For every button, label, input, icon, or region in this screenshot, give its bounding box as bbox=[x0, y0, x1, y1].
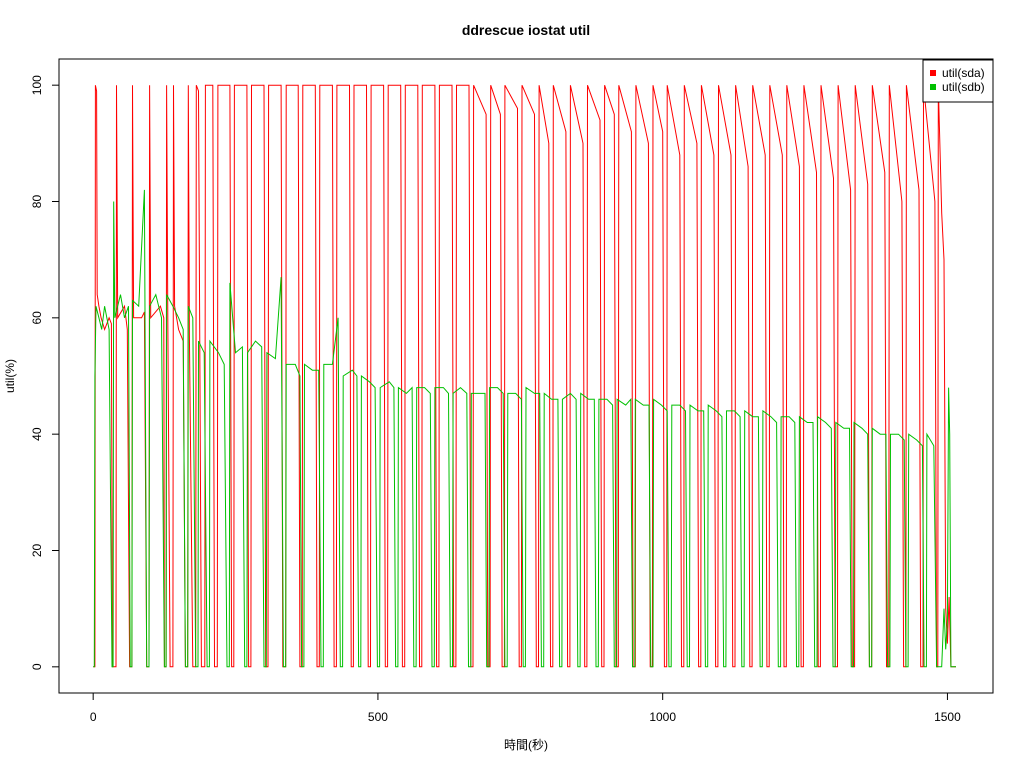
chart-title: ddrescue iostat util bbox=[462, 22, 590, 38]
x-axis-label: 時間(秒) bbox=[504, 738, 548, 752]
y-tick-label: 100 bbox=[30, 75, 44, 95]
legend: util(sda) util(sdb) bbox=[922, 59, 994, 103]
x-tick-label: 500 bbox=[368, 710, 388, 724]
y-tick-label: 40 bbox=[30, 427, 44, 441]
series-layer bbox=[93, 84, 956, 668]
x-tick-label: 1500 bbox=[934, 710, 961, 724]
legend-box bbox=[922, 59, 994, 103]
y-tick-label: 60 bbox=[30, 311, 44, 325]
series-line-sdb bbox=[93, 189, 956, 668]
legend-label-sda: util(sda) bbox=[942, 66, 985, 80]
y-tick-label: 20 bbox=[30, 544, 44, 558]
y-tick-label: 80 bbox=[30, 195, 44, 209]
y-axis-label: util(%) bbox=[3, 359, 17, 393]
x-tick-label: 0 bbox=[90, 710, 97, 724]
x-axis: 0 500 1000 1500 bbox=[90, 692, 961, 724]
y-axis: 0 20 40 60 80 100 bbox=[30, 75, 60, 670]
x-tick-label: 1000 bbox=[649, 710, 676, 724]
legend-label-sdb: util(sdb) bbox=[942, 80, 985, 94]
legend-swatch-sdb bbox=[930, 84, 936, 90]
legend-swatch-sda bbox=[930, 70, 936, 76]
y-tick-label: 0 bbox=[30, 663, 44, 670]
